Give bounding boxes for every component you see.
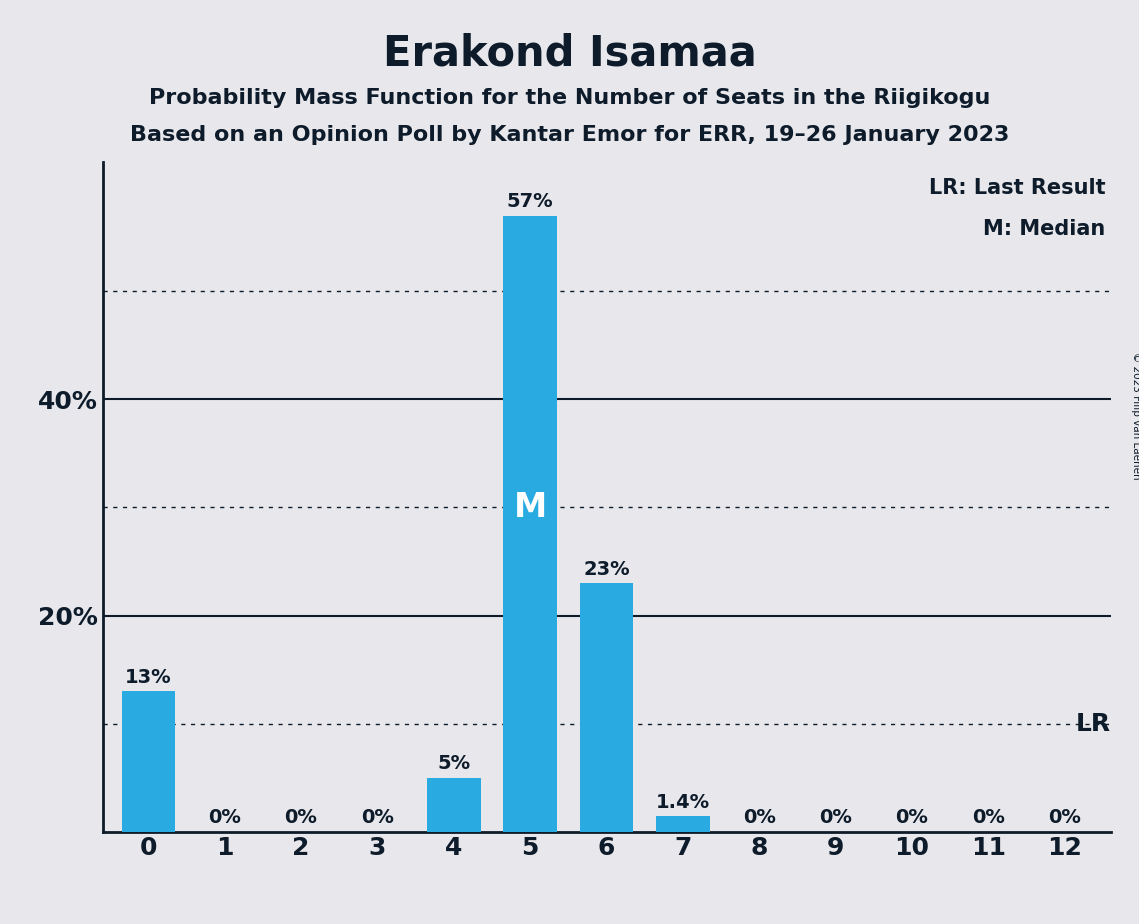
Bar	[580, 583, 633, 832]
Text: Erakond Isamaa: Erakond Isamaa	[383, 32, 756, 74]
Bar	[122, 691, 175, 832]
Text: 23%: 23%	[583, 560, 630, 578]
Text: LR: Last Result: LR: Last Result	[929, 178, 1106, 199]
Text: 0%: 0%	[285, 808, 318, 827]
Text: M: Median: M: Median	[983, 219, 1106, 238]
Text: 0%: 0%	[972, 808, 1005, 827]
Text: 13%: 13%	[125, 668, 172, 687]
Bar	[656, 817, 710, 832]
Text: 0%: 0%	[895, 808, 928, 827]
Text: 1.4%: 1.4%	[656, 793, 710, 812]
Text: Based on an Opinion Poll by Kantar Emor for ERR, 19–26 January 2023: Based on an Opinion Poll by Kantar Emor …	[130, 125, 1009, 145]
Text: Probability Mass Function for the Number of Seats in the Riigikogu: Probability Mass Function for the Number…	[149, 88, 990, 108]
Bar	[503, 215, 557, 832]
Text: 0%: 0%	[208, 808, 241, 827]
Bar	[427, 778, 481, 832]
Text: 5%: 5%	[437, 754, 470, 773]
Text: M: M	[514, 491, 547, 524]
Text: 0%: 0%	[361, 808, 394, 827]
Text: © 2023 Filip van Laenen: © 2023 Filip van Laenen	[1131, 352, 1139, 480]
Text: 0%: 0%	[1048, 808, 1081, 827]
Text: LR: LR	[1075, 711, 1111, 736]
Text: 0%: 0%	[819, 808, 852, 827]
Text: 57%: 57%	[507, 192, 554, 212]
Text: 0%: 0%	[743, 808, 776, 827]
